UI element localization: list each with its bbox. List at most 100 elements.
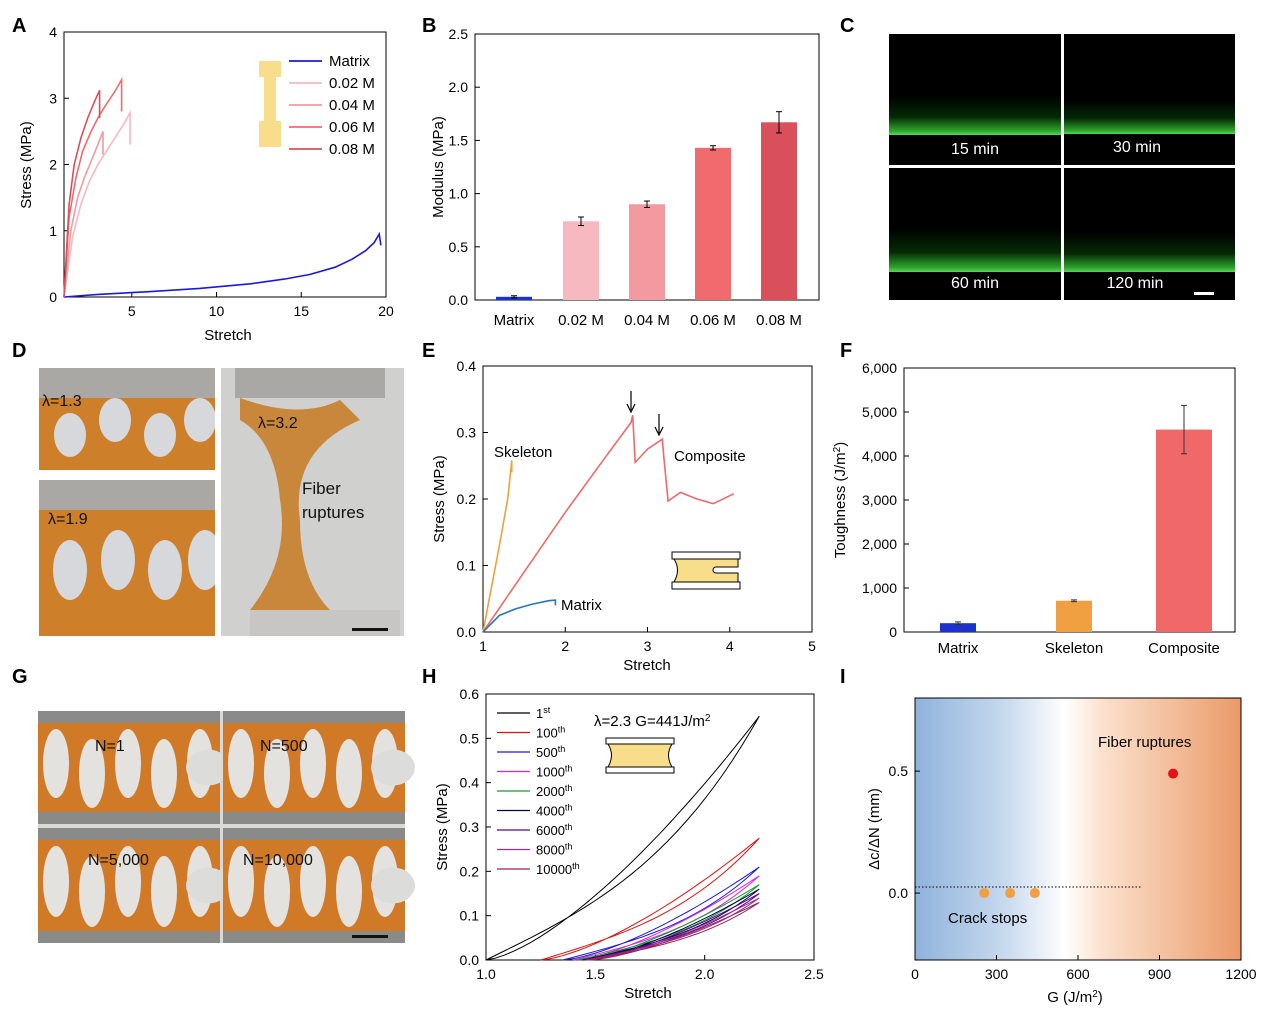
chart-h: 1.0 1.5 2.0 2.5 0.0 0.1 0.2 0.3 0.4 0.5 0.6 1st 100… [434, 686, 824, 1002]
skeleton-annotation: Skeleton [494, 444, 552, 461]
chart-f-ytick-label: 1,000 [862, 580, 897, 596]
chart-e-ytick-label: 0.0 [457, 624, 477, 640]
scale-bar-c [1194, 292, 1214, 295]
chart-i-xtick-label: 900 [1148, 966, 1172, 982]
chart-a-ylabel: Stress (MPa) [18, 121, 35, 209]
chart-f-category-label: Composite [1148, 640, 1220, 657]
photo-g-hole [43, 729, 69, 798]
dog-bone-icon [259, 61, 281, 147]
photo-g-hole [300, 729, 326, 798]
chart-b-bar-5 [761, 122, 797, 300]
legend-h-label: 8000th [536, 842, 572, 858]
photo-g-clamp [38, 812, 220, 824]
photo-g-hole [264, 739, 290, 808]
chart-i-point-3 [1029, 888, 1040, 899]
chart-e-xtick-label: 4 [726, 638, 734, 654]
photo-d-label-3: λ=3.2 [258, 415, 298, 432]
photo-g-clamp [223, 931, 405, 943]
arrow-1-icon [626, 391, 636, 414]
notched-specimen-icon [671, 551, 741, 590]
photo-g-notch [186, 867, 230, 904]
chart-b-category-label: Matrix [494, 312, 535, 329]
crack-stops-annotation: Crack stops [948, 910, 1027, 927]
matrix-annotation: Matrix [561, 597, 602, 614]
legend-h-label: 500th [536, 744, 565, 760]
chart-e-ytick-label: 0.1 [457, 558, 477, 574]
chart-e-ytick-label: 0.4 [457, 358, 477, 374]
chart-b-category-label: 0.06 M [690, 312, 736, 329]
chart-f-ylabel: Toughness (J/m2) [832, 442, 849, 558]
photo-g-hole [228, 846, 254, 917]
chart-f-ytick-label: 6,000 [862, 360, 897, 376]
photo-g-hole [115, 729, 141, 798]
fluorescence-grid: 15 min 30 min 60 min 120 min [889, 34, 1235, 300]
chart-h-cycle-500 [562, 866, 760, 961]
photo-g-hole [43, 846, 69, 917]
composite-annotation: Composite [674, 448, 746, 465]
chart-f-bar-3 [1156, 429, 1212, 632]
chart-e-series-1 [482, 460, 513, 633]
panel-letter-a: A [12, 15, 26, 37]
chart-b-ylabel: Modulus (MPa) [430, 116, 447, 218]
legend-h-label: 1000th [536, 764, 572, 780]
photo-d-clamp [250, 610, 400, 636]
chart-i-ytick-label: 0.5 [889, 763, 909, 779]
panel-letter-g: G [12, 666, 28, 688]
chart-h-cycle-100 [540, 837, 760, 961]
chart-e-ytick-label: 0.3 [457, 425, 477, 441]
specimen-icon [605, 737, 675, 774]
legend-h-label: 4000th [536, 803, 572, 819]
chart-f-ytick-label: 4,000 [862, 448, 897, 464]
chart-a-ytick-label: 2 [49, 157, 57, 173]
photo-d-label-4: Fiber [302, 479, 341, 498]
fluorescence-tile-1: 15 min [889, 34, 1061, 165]
photo-d-label-5: ruptures [302, 503, 364, 522]
chart-a-series-4 [63, 76, 123, 298]
chart-a-ytick-label: 1 [49, 223, 57, 239]
photo-g-hole [228, 729, 254, 798]
chart-f-bar-1 [940, 623, 976, 632]
legend-h-label: 10000th [536, 861, 580, 877]
chart-i-xlabel: G (J/m2) [1047, 989, 1103, 1006]
photo-d-divider [215, 368, 221, 636]
chart-f-ytick-label: 2,000 [862, 536, 897, 552]
chart-b-ytick-label: 2.0 [449, 79, 469, 95]
time-label-4: 120 min [1107, 275, 1164, 292]
photo-g-notch [186, 749, 230, 786]
photo-g-notch [371, 749, 415, 786]
photo-g-clamp [223, 828, 405, 840]
chart-a-xtick-label: 5 [128, 303, 136, 319]
photo-d-hole [144, 413, 176, 457]
chart-i-xtick-label: 0 [911, 966, 919, 982]
chart-b-ytick-label: 2.5 [449, 26, 469, 42]
fluorescence-tile-4: 120 min [1064, 168, 1235, 300]
arrow-2-icon [654, 414, 664, 437]
chart-f-ytick-label: 3,000 [862, 492, 897, 508]
chart-e-frame [482, 365, 813, 633]
chart-e-xtick-label: 2 [561, 638, 569, 654]
legend-h-label: 1st [536, 705, 551, 721]
chart-b-bar-1 [496, 296, 532, 300]
photo-g-clamp [38, 931, 220, 943]
photo-d-hole [148, 540, 182, 600]
photo-d-label-1: λ=1.3 [42, 393, 82, 410]
chart-f-bar-2 [1056, 600, 1092, 632]
photo-d-hole [99, 398, 131, 442]
chart-i: 0 300 600 900 1200 0.0 0.5 Fiber ruptures Crac… [866, 697, 1257, 1006]
chart-h-cycle-8000 [586, 897, 760, 961]
chart-h-ytick-label: 0.6 [460, 686, 480, 702]
chart-h-xtick-label: 2.0 [695, 966, 715, 982]
chart-i-point-2 [1005, 888, 1016, 899]
legend-a-label-3: 0.04 M [329, 97, 375, 114]
chart-a-series-2 [63, 109, 131, 298]
chart-a: 5 10 15 20 0 1 2 3 4 Stretch Stress (MPa) Matrix… [18, 24, 394, 344]
photo-d-clamp [39, 480, 215, 510]
photo-g-label-3: N=5,000 [88, 852, 149, 869]
legend-h-label: 6000th [536, 822, 572, 838]
photo-g-clamp [38, 711, 220, 723]
photo-g-hole [264, 856, 290, 927]
photo-g: N=1 N=500 N=5,000 N=10,000 [38, 711, 415, 943]
chart-h-cycle-1000 [573, 875, 760, 961]
chart-i-ylabel: Δc/ΔN (mm) [866, 788, 883, 870]
chart-e: 1 2 3 4 5 0.0 0.1 0.2 0.3 0.4 Stretch Stress (MPa… [431, 358, 816, 674]
